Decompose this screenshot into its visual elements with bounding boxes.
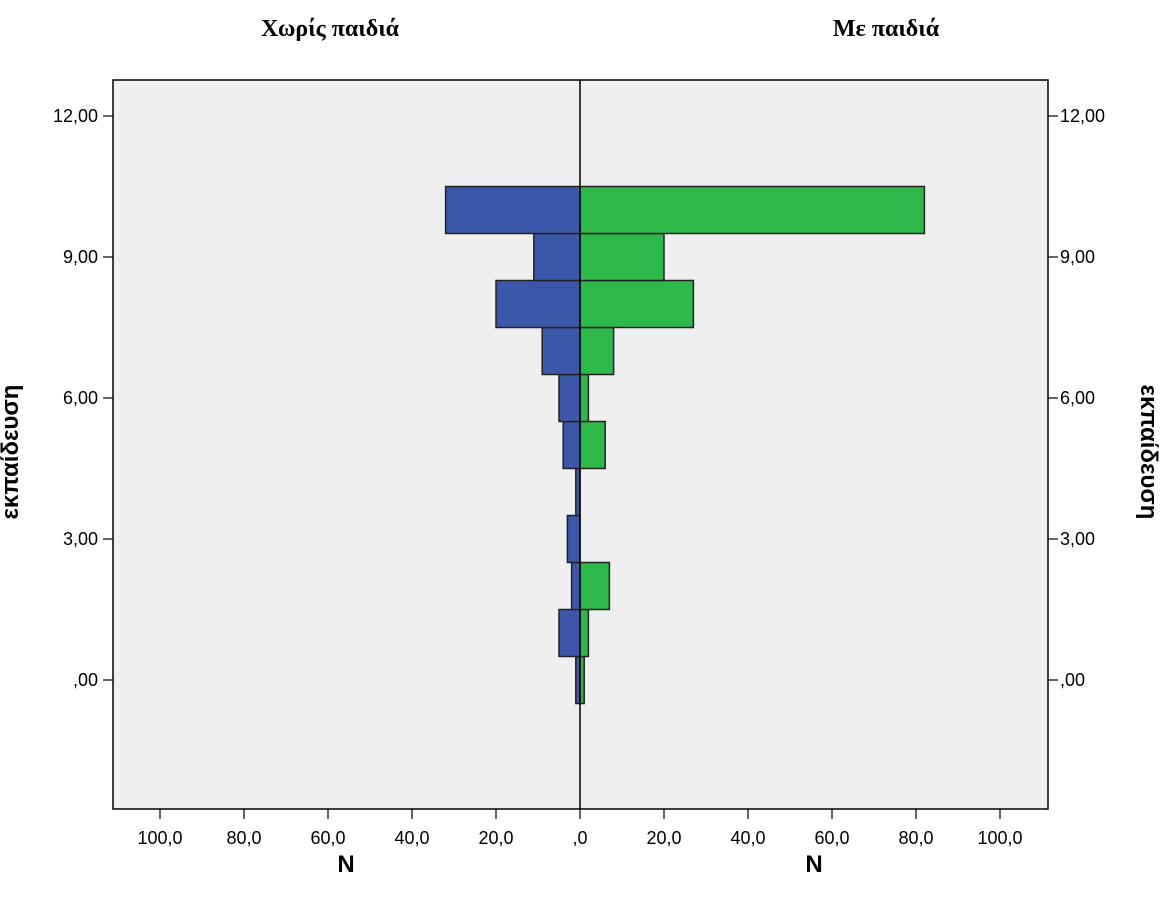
y-axis-title-right: εκπαίδευση: [1135, 385, 1162, 520]
x-tick-label-right: 20,0: [646, 828, 681, 848]
right-bar: [579, 185, 926, 235]
y-ticks-group: ,00 ,00 3,00 3,00 6,00 6,00 9,00 9,00 12,00 12,00: [53, 106, 1105, 690]
left-bar: [558, 373, 581, 423]
x-tick-label-right: 60,0: [814, 828, 849, 848]
y-tick-label-right: 12,00: [1060, 106, 1105, 126]
right-bar: [579, 420, 606, 470]
y-tick-label-right: ,00: [1060, 670, 1085, 690]
y-tick-label-right: 9,00: [1060, 247, 1095, 267]
left-bar: [558, 608, 581, 658]
right-bar: [579, 373, 590, 423]
y-tick-label-left: 6,00: [63, 388, 98, 408]
x-axis-title-right: N: [805, 851, 822, 878]
y-axis-title-left: εκπαίδευση: [0, 385, 24, 520]
x-tick-label-right: 80,0: [898, 828, 933, 848]
x-tick-label-right: 40,0: [730, 828, 765, 848]
x-tick-label-left: 80,0: [226, 828, 261, 848]
left-panel-title: Χωρίς παιδιά: [261, 16, 400, 42]
y-tick-label-left: 3,00: [63, 529, 98, 549]
x-tick-label-left: 100,0: [137, 828, 182, 848]
left-bar: [541, 326, 581, 376]
x-axis-title-left: N: [337, 851, 354, 878]
y-tick-label-left: 9,00: [63, 247, 98, 267]
left-bar: [566, 514, 581, 564]
left-bar: [562, 420, 581, 470]
x-ticks-group: 100,0 100,0 80,0 80,0 60,0 60,0 40,0 40,0 20,0 20…: [137, 809, 1023, 848]
x-tick-label-right: 100,0: [977, 828, 1022, 848]
y-tick-label-left: ,00: [73, 670, 98, 690]
right-bar: [579, 326, 615, 376]
y-tick-label-left: 12,00: [53, 106, 98, 126]
left-bar: [495, 279, 581, 329]
x-tick-label-left: 20,0: [478, 828, 513, 848]
left-bar: [444, 185, 581, 235]
right-bar: [579, 561, 611, 611]
right-bar: [579, 608, 590, 658]
y-tick-label-right: 3,00: [1060, 529, 1095, 549]
x-tick-label-left: 60,0: [310, 828, 345, 848]
right-bar: [579, 279, 695, 329]
x-tick-label-left: 40,0: [394, 828, 429, 848]
x-tick-label-center: ,0: [572, 828, 587, 848]
left-bar: [570, 561, 581, 611]
right-panel-title: Με παιδιά: [833, 16, 940, 42]
right-bar: [579, 232, 665, 282]
left-bar: [533, 232, 581, 282]
y-tick-label-right: 6,00: [1060, 388, 1095, 408]
